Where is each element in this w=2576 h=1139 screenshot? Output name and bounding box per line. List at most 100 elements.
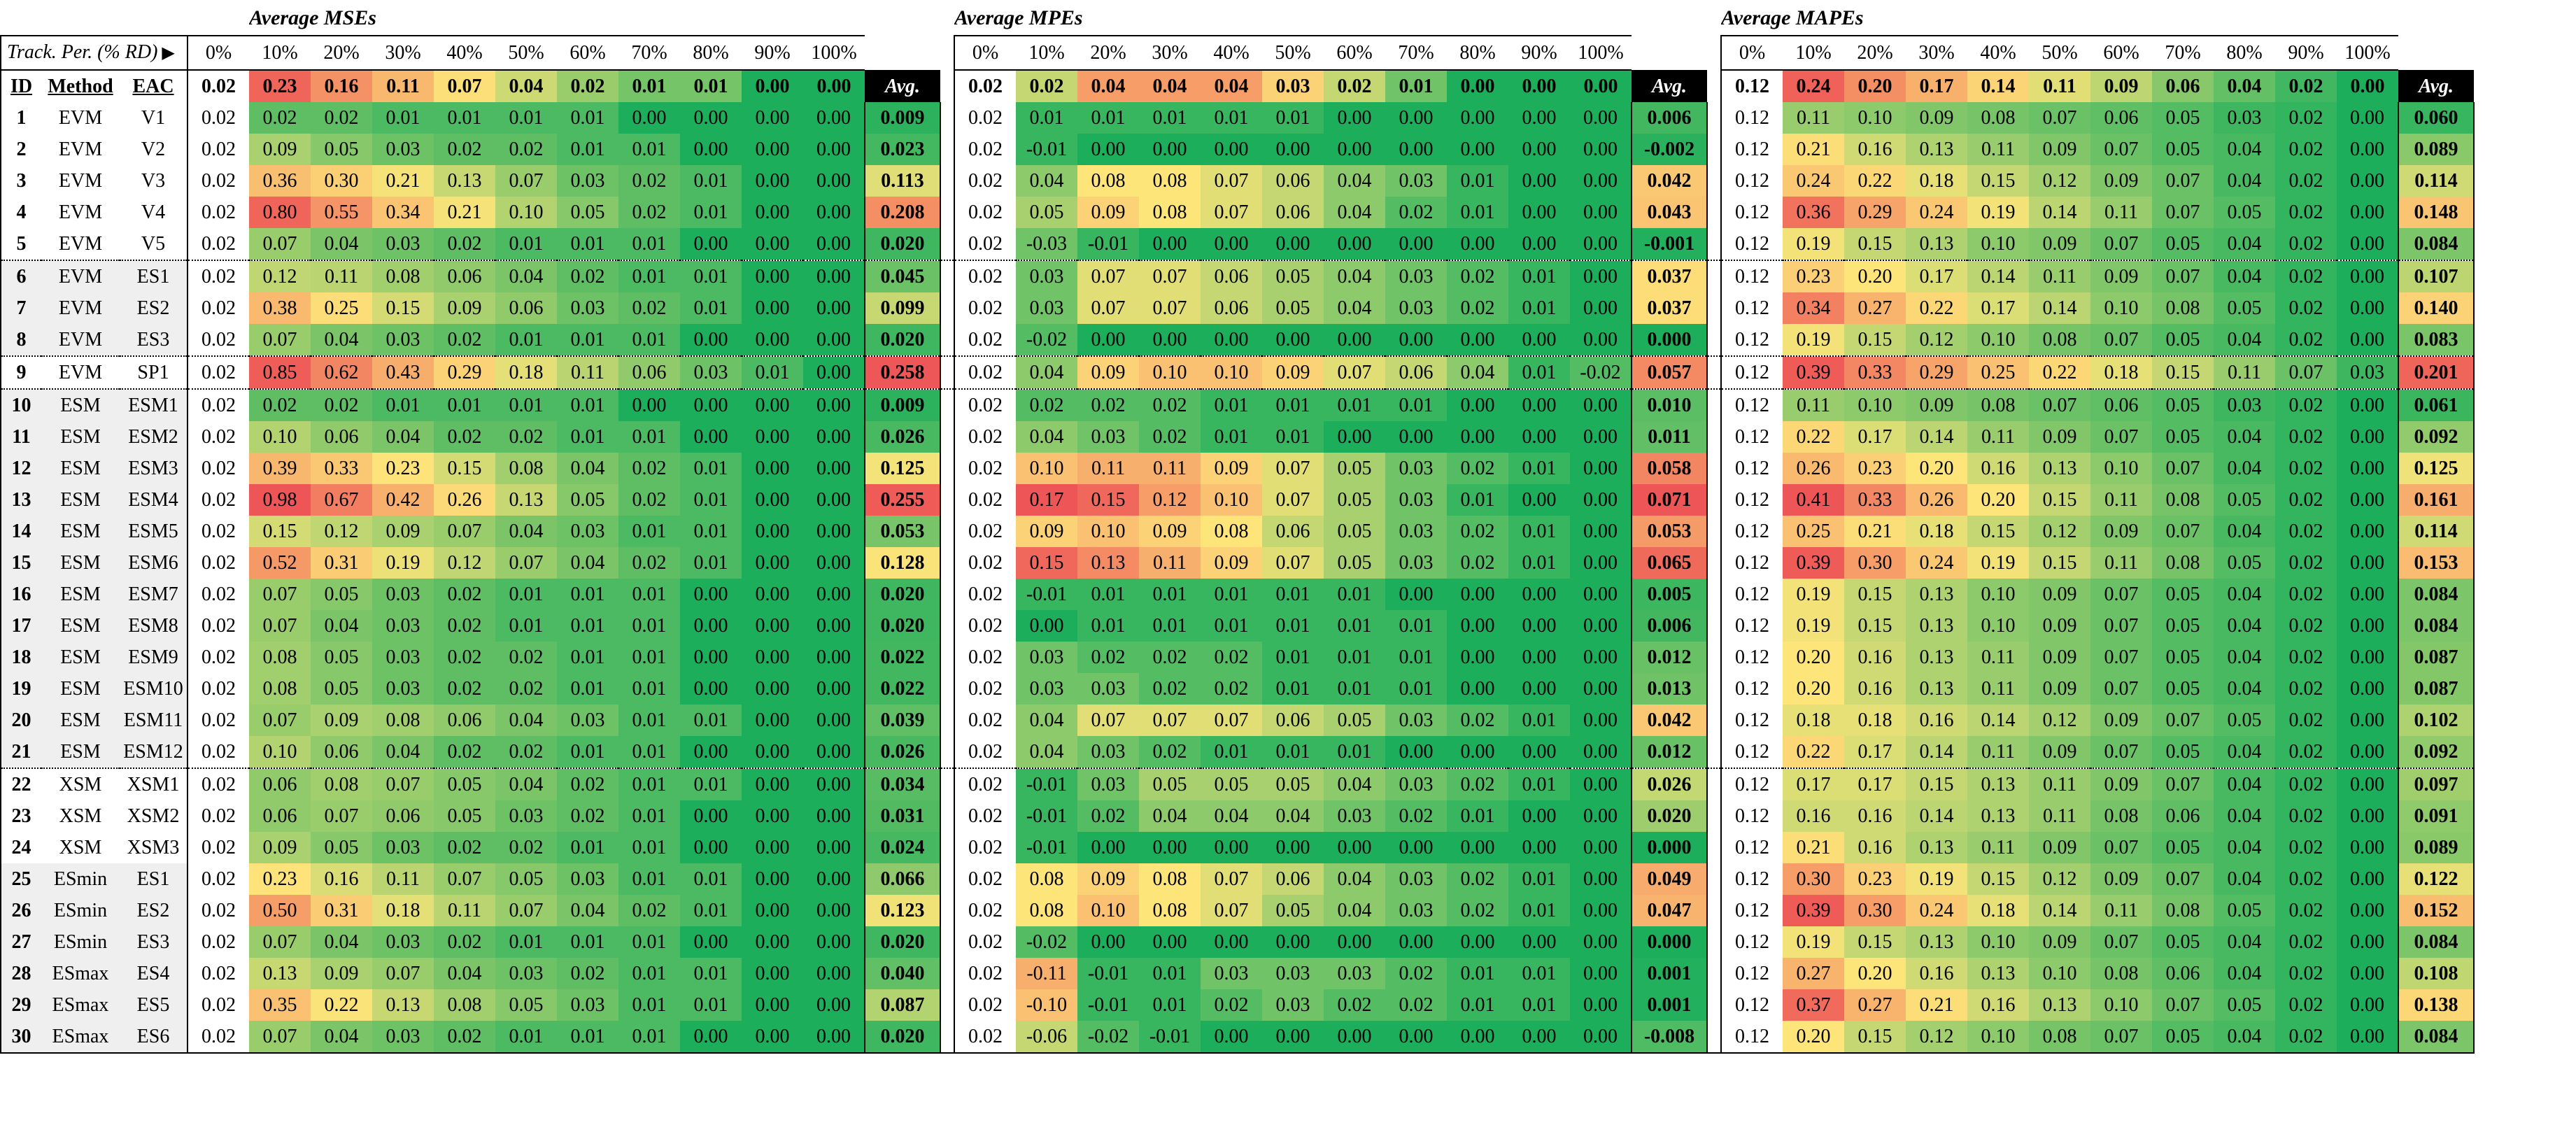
cell-mape: 0.12 — [1720, 1021, 1783, 1054]
cell-mpe: 0.07 — [1262, 453, 1324, 484]
table-row: 23 XSM XSM2 0.02 0.06 0.07 0.06 0.05 0.03 0.02 0.0… — [0, 800, 2475, 832]
cell-mape: 0.14 — [1906, 736, 1967, 768]
cell-mse: 0.00 — [803, 484, 865, 516]
cell-mpe: 0.10 — [1201, 484, 1262, 516]
cell-mape: 0.00 — [2337, 736, 2398, 768]
cell-mape: 0.21 — [1783, 134, 1844, 165]
cell-mpe: 0.00 — [1016, 610, 1077, 642]
row-eac: ES2 — [120, 292, 187, 324]
gap-cell — [940, 610, 954, 642]
avg-cell-mape: 0.084 — [2398, 228, 2475, 260]
cell-mpe: -0.06 — [1016, 1021, 1077, 1054]
row-method: EVM — [41, 102, 120, 134]
cell-mpe: 0.04 — [1016, 705, 1077, 736]
cell-mse: 0.00 — [742, 292, 803, 324]
cell-mpe: 0.00 — [1139, 228, 1201, 260]
cell-mpe: 0.00 — [1447, 926, 1508, 958]
cell-mpe: 0.00 — [1077, 832, 1139, 863]
row-eac: ESM5 — [120, 516, 187, 547]
cell-mpe: 0.03 — [1324, 958, 1385, 989]
cell-mape: 0.02 — [2275, 895, 2337, 926]
cell-mape: 0.00 — [2337, 484, 2398, 516]
cell-mpe: -0.01 — [1016, 800, 1077, 832]
cell-mpe: 0.03 — [1385, 705, 1447, 736]
cell-mpe: 0.01 — [1139, 610, 1201, 642]
table-row: 29 ESmax ES5 0.02 0.35 0.22 0.13 0.08 0.05 0.03 0.… — [0, 989, 2475, 1021]
cell-mpe: 0.00 — [1385, 1021, 1447, 1054]
cell-mape: 0.13 — [2029, 453, 2090, 484]
cell-mpe: 0.07 — [1262, 547, 1324, 579]
cell-mape: 0.00 — [2337, 958, 2398, 989]
cell-mape: 0.02 — [2275, 260, 2337, 292]
cell-mse: 0.03 — [372, 926, 434, 958]
cell-mse: 0.02 — [434, 642, 495, 673]
cell-mpe: 0.00 — [1385, 579, 1447, 610]
row-eac: ES3 — [120, 324, 187, 356]
row-id: 7 — [0, 292, 41, 324]
cell-mse: 0.01 — [557, 324, 618, 356]
cell-mpe: 0.03 — [1077, 673, 1139, 705]
cell-mpe: 0.00 — [1324, 926, 1385, 958]
cell-mse: 0.04 — [372, 736, 434, 768]
row-id: 9 — [0, 355, 41, 389]
row-id: 14 — [0, 516, 41, 547]
cell-mape: 0.27 — [1783, 958, 1844, 989]
row-eac: ES1 — [120, 260, 187, 292]
cell-mpe: 0.00 — [1570, 579, 1632, 610]
cell-mpe: 0.04 — [1324, 165, 1385, 197]
cell-mse: 0.35 — [249, 989, 311, 1021]
row-id: 2 — [0, 134, 41, 165]
cell-mse: 0.00 — [803, 292, 865, 324]
cell-mape: 0.09 — [2029, 134, 2090, 165]
row-method: ESM — [41, 453, 120, 484]
cell-mse: 0.01 — [495, 228, 557, 260]
cell-mse: 0.01 — [372, 102, 434, 134]
table-row: 1 EVM V1 0.02 0.02 0.02 0.01 0.01 0.01 0.01 0.00 0.… — [0, 102, 2475, 134]
row-id: 21 — [0, 736, 41, 768]
avg-cell-mse: 0.022 — [864, 642, 941, 673]
cell-mpe: 0.07 — [1139, 292, 1201, 324]
cell-mape: 0.04 — [2214, 863, 2275, 895]
cell-mape: 0.10 — [2090, 453, 2152, 484]
cell-mpe: 0.04 — [1262, 800, 1324, 832]
cell-mape: 0.19 — [1783, 610, 1844, 642]
cell-mpe: 0.11 — [1139, 453, 1201, 484]
cell-mse: 0.02 — [434, 324, 495, 356]
row-method: ESM — [41, 484, 120, 516]
cell-mpe: 0.08 — [1201, 516, 1262, 547]
percent-header-mpe-1: 10% — [1016, 35, 1077, 71]
cell-mse: 0.02 — [618, 484, 680, 516]
cell-mape: 0.18 — [1906, 516, 1967, 547]
cell-mse: 0.00 — [803, 736, 865, 768]
cell-mse: 0.00 — [803, 610, 865, 642]
avg-cell-mpe: 0.000 — [1631, 324, 1708, 356]
blank-cell — [187, 0, 249, 36]
cell-mpe: 0.02 — [954, 863, 1016, 895]
cell-mpe: 0.01 — [1385, 610, 1447, 642]
cell-mse: 0.00 — [742, 1021, 803, 1054]
percent-header-mse-7: 70% — [618, 35, 680, 71]
cell-mse: 0.01 — [618, 863, 680, 895]
cell-mpe: 0.00 — [1262, 1021, 1324, 1054]
cell-mape: 0.07 — [2090, 1021, 2152, 1054]
cell-mse: 0.00 — [803, 516, 865, 547]
cell-mape: 0.10 — [2090, 989, 2152, 1021]
cell-mse: 0.07 — [249, 1021, 311, 1054]
cell-mape: 0.05 — [2214, 484, 2275, 516]
cell-mape: 0.05 — [2152, 610, 2214, 642]
row-method: ESM — [41, 579, 120, 610]
cell-mpe: 0.06 — [1262, 197, 1324, 228]
cell-mpe: 0.10 — [1016, 453, 1077, 484]
cell-mse: 0.00 — [803, 134, 865, 165]
cell-mpe: 0.07 — [1077, 292, 1139, 324]
cell-mpe: -0.02 — [1016, 926, 1077, 958]
cell-mape: 0.02 — [2275, 832, 2337, 863]
gap-cell — [1707, 767, 1721, 800]
cell-mse: 0.02 — [434, 673, 495, 705]
cell-mpe: 0.08 — [1139, 863, 1201, 895]
cell-mpe: 0.03 — [1385, 165, 1447, 197]
cell-mse: 0.04 — [557, 547, 618, 579]
cell-mape: 0.19 — [1906, 863, 1967, 895]
gap-cell — [940, 926, 954, 958]
row-id: 27 — [0, 926, 41, 958]
